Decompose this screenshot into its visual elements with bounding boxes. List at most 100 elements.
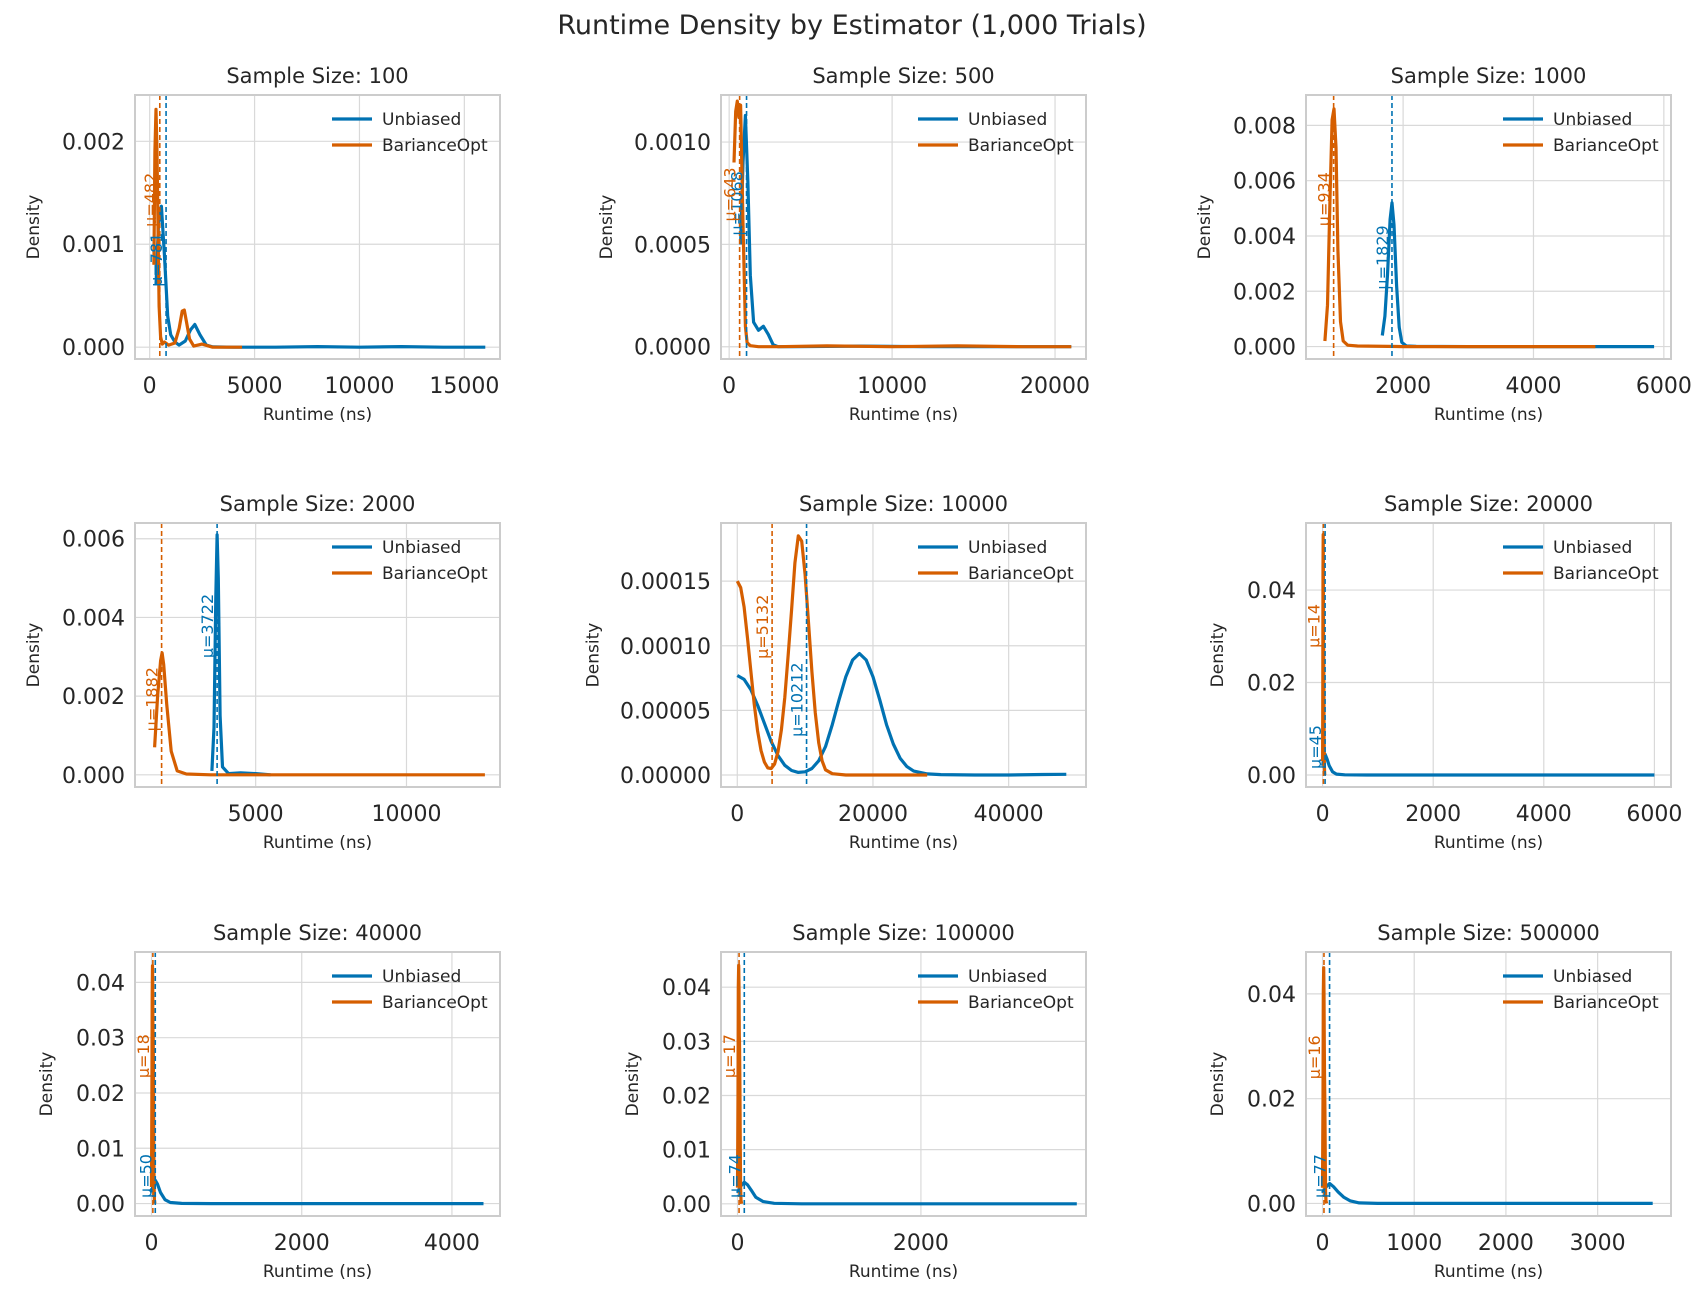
- y-axis-label: Density: [37, 1052, 57, 1117]
- x-tick-label: 0: [1316, 802, 1330, 827]
- mean-label-barianceopt: μ=17: [720, 1034, 739, 1078]
- y-tick-label: 0.01: [662, 1139, 711, 1164]
- y-tick-label: 0.03: [76, 1027, 125, 1052]
- series-line-barianceopt: [153, 651, 485, 777]
- y-tick-label: 0.02: [76, 1082, 125, 1107]
- x-tick-label: 20000: [1020, 374, 1090, 399]
- legend-label-barianceopt: BarianceOpt: [382, 564, 488, 584]
- plot-area: [153, 523, 485, 787]
- subplot-title: Sample Size: 100000: [792, 921, 1014, 945]
- x-tick-label: 6000: [1636, 374, 1692, 399]
- x-tick-label: 40000: [974, 802, 1044, 827]
- plot-area: [1320, 523, 1655, 787]
- x-tick-label: 4000: [1505, 374, 1561, 399]
- plot-area: [732, 95, 1072, 359]
- y-tick-label: 0.04: [1247, 579, 1296, 604]
- legend-label-unbiased: Unbiased: [1553, 538, 1632, 558]
- x-tick-label: 3000: [1570, 1231, 1626, 1256]
- x-axis-label: Runtime (ns): [263, 833, 372, 853]
- y-tick-label: 0.01: [76, 1137, 125, 1162]
- y-tick-label: 0.004: [62, 606, 125, 631]
- series-line-barianceopt: [1323, 107, 1596, 349]
- y-tick-label: 0.0010: [634, 131, 711, 156]
- mean-label-barianceopt: μ=643: [721, 167, 740, 221]
- subplot-title: Sample Size: 500: [812, 64, 994, 88]
- mean-label-barianceopt: μ=482: [141, 173, 160, 227]
- x-tick-label: 5000: [227, 374, 283, 399]
- legend-label-unbiased: Unbiased: [382, 538, 461, 558]
- legend-label-barianceopt: BarianceOpt: [382, 136, 488, 156]
- series-line-unbiased: [736, 1180, 1077, 1206]
- mean-label-barianceopt: μ=934: [1315, 172, 1334, 226]
- y-tick-label: 0.0000: [634, 336, 711, 361]
- legend-label-unbiased: Unbiased: [968, 110, 1047, 130]
- axes-frame: [720, 94, 1087, 360]
- subplot: 5000 10000 0.000 0.002 0.004 0.006 μ=3722 μ=188…: [24, 492, 501, 853]
- x-axis-label: Runtime (ns): [1434, 405, 1543, 425]
- mean-label-unbiased: μ=77: [1311, 1154, 1330, 1198]
- y-tick-label: 0.004: [1233, 225, 1296, 250]
- subplot: 0 10000 20000 0.0000 0.0005 0.0010 μ=1068μ=643…: [597, 64, 1090, 425]
- x-tick-label: 2000: [1375, 374, 1431, 399]
- mean-label-unbiased: μ=1068: [728, 171, 747, 235]
- subplot-title: Sample Size: 500000: [1377, 921, 1599, 945]
- y-axis-label: Density: [597, 195, 617, 260]
- y-tick-label: 0.006: [1233, 170, 1296, 195]
- y-axis-label: Density: [584, 623, 604, 688]
- legend-label-barianceopt: BarianceOpt: [1553, 564, 1659, 584]
- x-axis-label: Runtime (ns): [849, 833, 958, 853]
- y-tick-label: 0.02: [662, 1085, 711, 1110]
- mean-label-unbiased: μ=10212: [788, 662, 807, 736]
- plot-area: [152, 95, 486, 359]
- subplot: 0 5000 10000 15000 0.000 0.001 0.002 μ=781 μ=482…: [24, 64, 501, 425]
- series-line-unbiased: [149, 1178, 484, 1206]
- y-tick-label: 0.00005: [620, 699, 711, 724]
- series-line-unbiased: [1321, 752, 1655, 777]
- x-tick-label: 5000: [228, 802, 284, 827]
- subplot-title: Sample Size: 20000: [1384, 492, 1593, 516]
- y-tick-label: 0.00: [1247, 764, 1296, 789]
- mean-label-unbiased: μ=1829: [1373, 225, 1392, 289]
- legend-label-barianceopt: BarianceOpt: [968, 993, 1074, 1013]
- y-tick-label: 0.000: [1233, 336, 1296, 361]
- series-line-unbiased: [1380, 201, 1655, 349]
- x-axis-label: Runtime (ns): [849, 405, 958, 425]
- legend-label-unbiased: Unbiased: [1553, 967, 1632, 987]
- axes-frame: [134, 951, 501, 1217]
- y-axis-label: Density: [24, 623, 44, 688]
- subplot: 0 2000 4000 0.00 0.01 0.02 0.03 0.04 μ=50 μ=18 Sam…: [37, 921, 501, 1282]
- y-axis-label: Density: [24, 195, 44, 260]
- mean-label-unbiased: μ=781: [147, 233, 166, 287]
- y-tick-label: 0.00: [1247, 1192, 1296, 1217]
- x-axis-label: Runtime (ns): [1434, 833, 1543, 853]
- legend-label-barianceopt: BarianceOpt: [1553, 993, 1659, 1013]
- x-tick-label: 0: [730, 802, 744, 827]
- axes-frame: [134, 94, 501, 360]
- subplot-title: Sample Size: 2000: [220, 492, 416, 516]
- series-line-unbiased: [210, 533, 271, 777]
- plot-area: [735, 523, 1067, 787]
- x-tick-label: 1000: [1386, 1231, 1442, 1256]
- legend-label-unbiased: Unbiased: [968, 967, 1047, 987]
- series-line-unbiased: [1321, 1181, 1653, 1206]
- y-tick-label: 0.00000: [620, 764, 711, 789]
- series-line-barianceopt: [735, 534, 928, 777]
- y-axis-label: Density: [1208, 1052, 1228, 1117]
- subplot: 0 1000 2000 3000 0.00 0.02 0.04 μ=77 μ=16 Sample …: [1208, 921, 1672, 1282]
- y-axis-label: Density: [623, 1052, 643, 1117]
- x-axis-label: Runtime (ns): [263, 405, 372, 425]
- subplot-title: Sample Size: 10000: [799, 492, 1008, 516]
- legend-label-unbiased: Unbiased: [382, 110, 461, 130]
- x-tick-label: 0: [1316, 1231, 1330, 1256]
- x-tick-label: 0: [143, 374, 157, 399]
- x-tick-label: 20000: [838, 802, 908, 827]
- subplot-title: Sample Size: 1000: [1391, 64, 1587, 88]
- x-tick-label: 2000: [1478, 1231, 1534, 1256]
- y-tick-label: 0.00010: [620, 635, 711, 660]
- subplot: 0 20000 40000 0.00000 0.00005 0.00010 0.00015 μ…: [584, 492, 1087, 853]
- legend-label-unbiased: Unbiased: [382, 967, 461, 987]
- legend-label-unbiased: Unbiased: [968, 538, 1047, 558]
- axes-frame: [1305, 951, 1672, 1217]
- y-tick-label: 0.03: [662, 1030, 711, 1055]
- x-tick-label: 4000: [424, 1231, 480, 1256]
